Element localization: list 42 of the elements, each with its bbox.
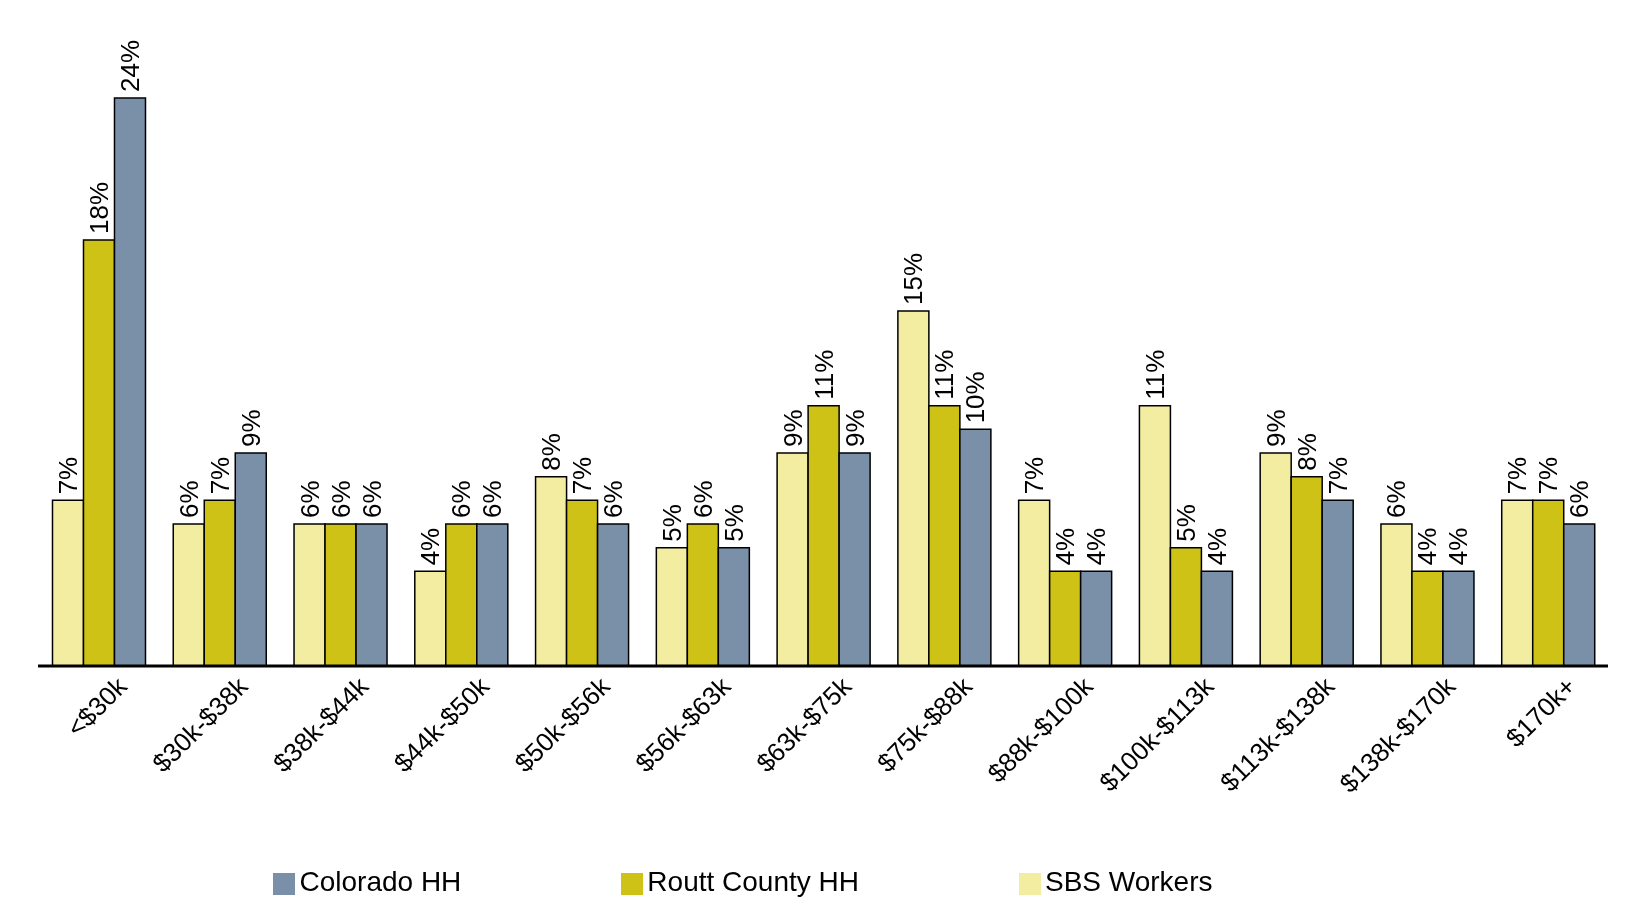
data-label: 6%	[598, 480, 629, 518]
data-label: 4%	[1081, 527, 1112, 566]
data-label: 6%	[356, 480, 387, 518]
legend-label: SBS Workers	[1044, 866, 1213, 897]
data-label: 4%	[1412, 527, 1443, 566]
data-label: 4%	[415, 527, 446, 566]
data-label: 7%	[1019, 456, 1050, 495]
data-label: 4%	[1443, 527, 1474, 566]
data-label: 6%	[477, 480, 508, 518]
data-label: 7%	[567, 456, 598, 495]
data-label: 5%	[656, 504, 687, 542]
data-label: 6%	[446, 480, 477, 518]
data-label: 4%	[1201, 527, 1232, 566]
data-label: 8%	[1291, 433, 1322, 471]
data-label: 10%	[960, 371, 991, 424]
data-label: 6%	[325, 480, 356, 518]
data-label: 9%	[839, 409, 870, 447]
data-label: 6%	[1564, 480, 1595, 518]
data-label: 11%	[808, 349, 839, 400]
data-label: 5%	[1170, 504, 1201, 542]
data-label: 4%	[1050, 527, 1081, 566]
data-label: 7%	[1502, 456, 1533, 495]
data-label: 11%	[929, 349, 960, 400]
data-label: 7%	[52, 456, 83, 495]
data-label: 6%	[173, 480, 204, 518]
data-label: 7%	[1322, 456, 1353, 495]
data-label: 24%	[114, 39, 145, 92]
legend-label: Colorado HH	[299, 866, 462, 897]
data-label: 11%	[1139, 349, 1170, 400]
data-label: 7%	[1533, 456, 1564, 495]
data-label: 6%	[687, 480, 718, 518]
data-label: 15%	[898, 252, 929, 305]
data-label: 7%	[204, 456, 235, 495]
legend-label: Routt County HH	[647, 866, 859, 897]
data-label: 9%	[1260, 409, 1291, 447]
data-label: 9%	[235, 409, 266, 447]
data-label: 8%	[536, 433, 567, 471]
data-label: 9%	[777, 409, 808, 447]
data-label: 6%	[1381, 480, 1412, 518]
data-label: 18%	[83, 181, 114, 234]
data-label: 5%	[718, 504, 749, 542]
data-label: 6%	[294, 480, 325, 518]
